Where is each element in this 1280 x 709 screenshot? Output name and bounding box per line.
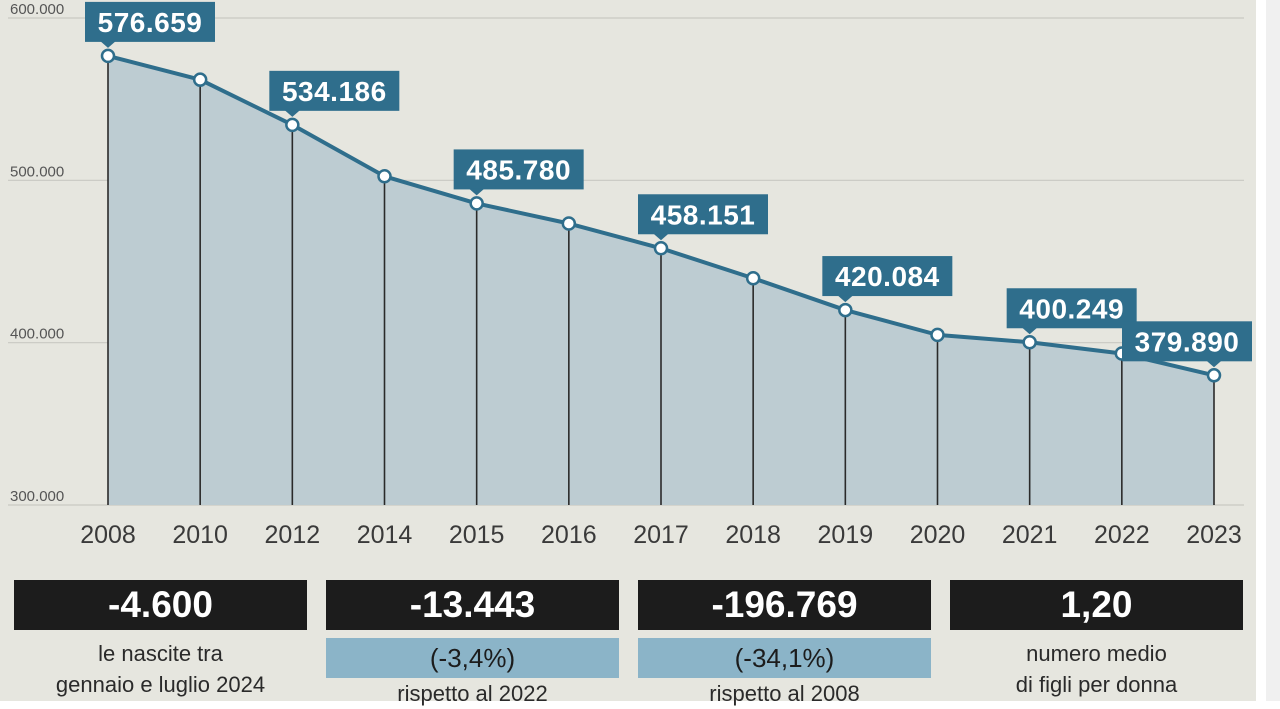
data-label-text: 420.084 — [835, 261, 940, 292]
data-point — [100, 48, 116, 64]
stat-description: numero medio di figli per donna — [950, 638, 1243, 700]
data-point — [469, 196, 484, 211]
x-tick-label: 2021 — [1002, 521, 1058, 549]
x-tick-label: 2016 — [541, 521, 597, 549]
data-label: 400.249 — [1006, 288, 1137, 335]
infographic-panel: 600.000 500.000 400.000 300.000 2008 2010 2012… — [0, 0, 1256, 706]
data-label-pointer — [837, 295, 854, 303]
y-tick-label: 600.000 — [10, 1, 64, 18]
data-label-box — [85, 1, 215, 42]
x-tick-label: 2018 — [725, 521, 781, 549]
data-point — [1022, 335, 1037, 350]
data-label-box — [822, 256, 953, 297]
stat-vs-2008: -196.769 (-34,1%) rispetto al 2008 — [638, 580, 931, 709]
data-point — [285, 117, 300, 133]
stat-vs-2022: -13.443 (-3,4%) rispetto al 2022 — [326, 580, 619, 709]
data-point — [745, 270, 761, 286]
stat-children-per-woman: 1,20 numero medio di figli per donna — [950, 580, 1243, 700]
data-label-box — [1122, 321, 1252, 362]
data-label-box — [1006, 288, 1137, 329]
x-tick-label: 2020 — [910, 521, 966, 549]
stat-births-jan-jul-2024: -4.600 le nascite tra gennaio e luglio 2… — [14, 580, 307, 700]
data-label-text: 485.780 — [466, 154, 571, 185]
stat-desc-line: le nascite tra — [98, 641, 223, 666]
data-label-text: 576.659 — [98, 7, 203, 38]
data-point — [561, 216, 577, 231]
data-label-text: 400.249 — [1019, 293, 1124, 324]
data-label-text: 379.890 — [1135, 326, 1240, 357]
stat-desc-line: numero medio — [1026, 641, 1167, 666]
data-label-box — [453, 149, 584, 190]
data-label-pointer — [100, 40, 116, 48]
stat-value: 1,20 — [950, 580, 1243, 630]
stat-value: -4.600 — [14, 580, 307, 630]
data-label-box — [638, 194, 768, 235]
stat-desc-line: rispetto al 2008 — [709, 681, 860, 706]
x-tick-label: 2008 — [80, 521, 136, 549]
x-tick-label: 2017 — [633, 521, 689, 549]
stat-desc-line: gennaio e luglio 2024 — [55, 672, 266, 697]
x-tick-label: 2019 — [818, 521, 874, 549]
stat-desc-line: rispetto al 2022 — [397, 681, 548, 706]
data-point — [838, 302, 853, 318]
x-tick-label: 2014 — [357, 521, 413, 549]
data-point — [377, 169, 392, 184]
y-tick-label: 300.000 — [10, 488, 64, 505]
stat-percent: (-3,4%) — [326, 638, 619, 678]
stat-value: -13.443 — [326, 580, 619, 630]
x-tick-label: 2022 — [1094, 521, 1150, 549]
data-point — [192, 72, 208, 87]
stat-desc-line: di figli per donna — [1015, 672, 1178, 697]
data-label: 458.151 — [638, 194, 768, 241]
stat-description: le nascite tra gennaio e luglio 2024 — [14, 638, 307, 700]
y-tick-label: 500.000 — [10, 163, 64, 180]
page-scrollbar[interactable] — [1266, 0, 1280, 701]
births-area-chart: 600.000 500.000 400.000 300.000 2008 2010 2012… — [8, 1, 1252, 549]
y-tick-label: 400.000 — [10, 326, 64, 343]
data-label: 534.186 — [269, 70, 400, 117]
data-label-text: 458.151 — [651, 199, 756, 230]
data-label: 420.084 — [822, 256, 953, 303]
data-label-pointer — [284, 109, 301, 117]
stat-percent: (-34,1%) — [638, 638, 931, 678]
data-label-text: 534.186 — [282, 76, 387, 107]
data-label-pointer — [653, 233, 669, 241]
stat-description: rispetto al 2008 — [638, 678, 931, 709]
data-label: 379.890 — [1122, 321, 1252, 368]
data-label: 576.659 — [85, 1, 215, 48]
data-label-pointer — [1021, 327, 1038, 335]
data-label: 485.780 — [453, 149, 584, 196]
data-label-box — [269, 70, 400, 111]
x-tick-label: 2010 — [172, 521, 228, 549]
x-tick-label: 2015 — [449, 521, 505, 549]
stat-description: rispetto al 2022 — [326, 678, 619, 709]
data-label-pointer — [1206, 360, 1222, 368]
data-point — [930, 327, 945, 343]
x-tick-label: 2012 — [265, 521, 321, 549]
data-point — [653, 241, 669, 256]
stat-value: -196.769 — [638, 580, 931, 630]
data-point — [1206, 368, 1222, 383]
x-tick-label: 2023 — [1186, 521, 1242, 549]
data-label-pointer — [468, 188, 485, 196]
